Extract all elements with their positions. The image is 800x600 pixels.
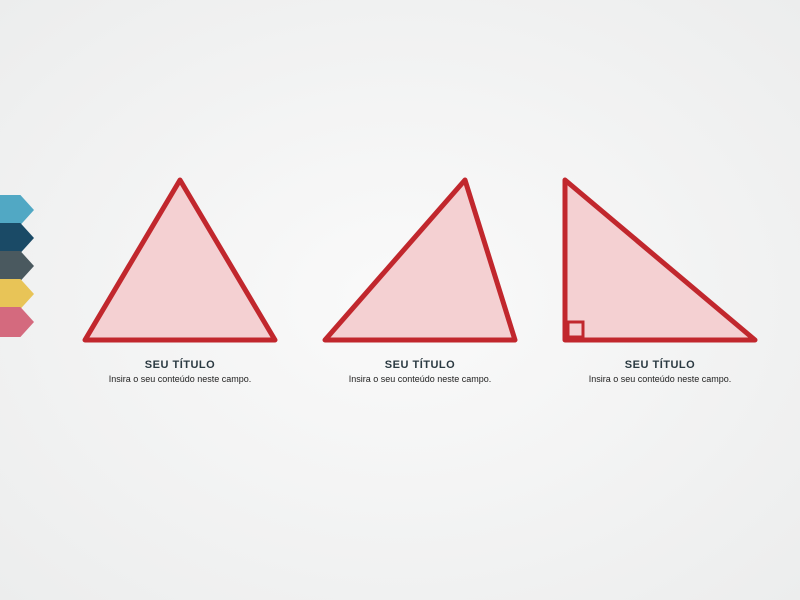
triangle-subtitle: Insira o seu conteúdo neste campo. bbox=[589, 374, 732, 384]
hexagon-0 bbox=[0, 195, 34, 225]
triangle-block-scalene: SEU TÍTULO Insira o seu conteúdo neste c… bbox=[310, 175, 530, 384]
triangle-block-right: SEU TÍTULO Insira o seu conteúdo neste c… bbox=[550, 175, 770, 384]
triangle-right-icon bbox=[560, 175, 760, 345]
triangle-block-equilateral: SEU TÍTULO Insira o seu conteúdo neste c… bbox=[70, 175, 290, 384]
hexagon-1 bbox=[0, 223, 34, 253]
hexagon-2 bbox=[0, 251, 34, 281]
triangles-row: SEU TÍTULO Insira o seu conteúdo neste c… bbox=[70, 175, 770, 384]
hexagon-3 bbox=[0, 279, 34, 309]
triangle-subtitle: Insira o seu conteúdo neste campo. bbox=[109, 374, 252, 384]
triangle-title: SEU TÍTULO bbox=[145, 359, 215, 371]
triangle-scalene-icon bbox=[320, 175, 520, 345]
triangle-subtitle: Insira o seu conteúdo neste campo. bbox=[349, 374, 492, 384]
triangle-title: SEU TÍTULO bbox=[625, 359, 695, 371]
hexagon-4 bbox=[0, 307, 34, 337]
triangle-equilateral-icon bbox=[80, 175, 280, 345]
triangle-title: SEU TÍTULO bbox=[385, 359, 455, 371]
hexagon-palette bbox=[0, 195, 34, 335]
